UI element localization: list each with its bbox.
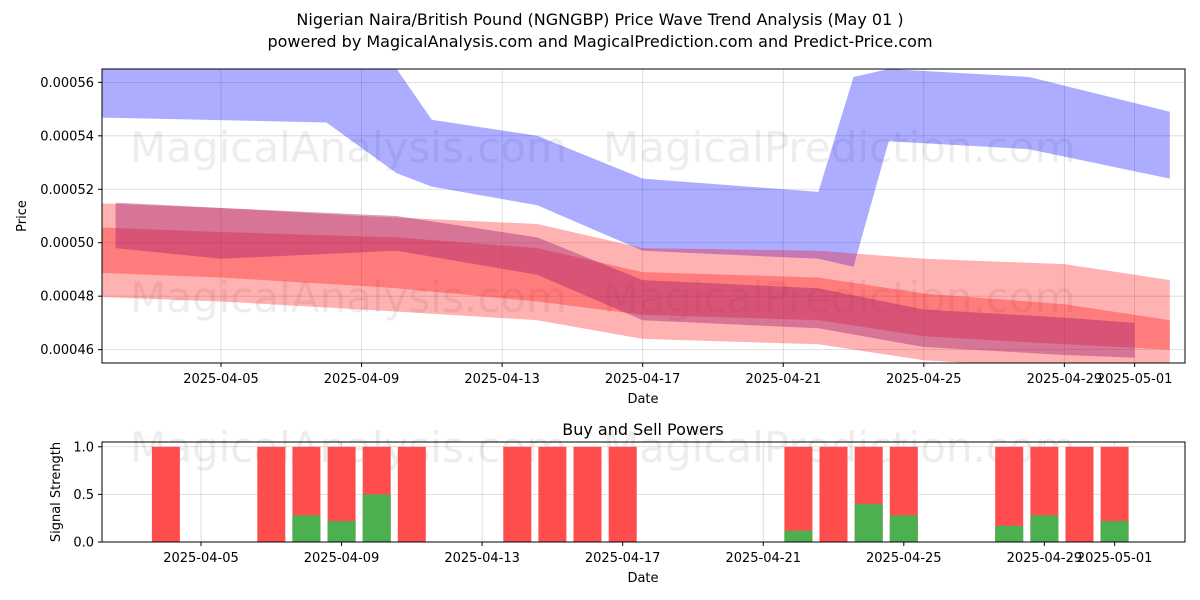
x-tick-label: 2025-05-01 <box>1097 372 1173 387</box>
buy-bar <box>1030 515 1059 542</box>
x-tick-label: 2025-04-21 <box>745 372 821 387</box>
buy-bar <box>889 515 918 542</box>
buy-bar <box>1100 521 1129 542</box>
signal-title: Buy and Sell Powers <box>562 420 724 439</box>
price-x-label: Date <box>627 392 658 407</box>
buy-bar <box>784 530 813 542</box>
price-grid <box>102 69 1185 363</box>
x-tick-label: 2025-04-05 <box>183 372 259 387</box>
sell-bar <box>257 446 286 542</box>
x-tick-label: 2025-04-29 <box>1007 551 1083 566</box>
red-price-band <box>102 227 1170 350</box>
watermark-analysis: MagicalAnalysis.com <box>130 273 567 322</box>
x-tick-label: 2025-04-13 <box>464 372 540 387</box>
y-tick-label: 0.00046 <box>40 343 94 358</box>
buy-bar <box>995 525 1024 542</box>
price-x-ticks: 2025-04-05 2025-04-09 2025-04-13 2025-04-17… <box>183 363 1172 387</box>
price-watermarks: MagicalAnalysis.com MagicalPrediction.co… <box>130 123 1076 322</box>
sell-bar <box>1065 446 1094 542</box>
x-tick-label: 2025-04-17 <box>605 372 681 387</box>
x-tick-label: 2025-04-05 <box>163 551 239 566</box>
x-tick-label: 2025-04-25 <box>866 551 942 566</box>
y-tick-label: 1.0 <box>73 440 94 455</box>
watermark-analysis: MagicalAnalysis.com <box>130 123 567 172</box>
watermark-prediction: MagicalPrediction.com <box>603 273 1076 322</box>
chart-subtitle: powered by MagicalAnalysis.com and Magic… <box>267 32 933 51</box>
blue-price-band <box>102 69 1170 267</box>
y-tick-label: 0.00052 <box>40 183 94 198</box>
x-tick-label: 2025-04-29 <box>1027 372 1103 387</box>
x-tick-label: 2025-04-21 <box>725 551 801 566</box>
x-tick-label: 2025-04-25 <box>886 372 962 387</box>
y-tick-label: 0.00054 <box>40 129 94 144</box>
y-tick-label: 0.5 <box>73 488 94 503</box>
sell-bar <box>397 446 426 542</box>
x-tick-label: 2025-04-09 <box>324 372 400 387</box>
x-tick-label: 2025-04-17 <box>585 551 661 566</box>
price-y-label: Price <box>15 200 30 232</box>
sell-bar <box>538 446 567 542</box>
sell-bar <box>151 446 180 542</box>
buy-bar <box>292 515 321 542</box>
chart-title: Nigerian Naira/British Pound (NGNGBP) Pr… <box>296 10 904 29</box>
sell-bar <box>784 446 813 542</box>
sell-bar <box>573 446 602 542</box>
sell-bar <box>503 446 532 542</box>
x-tick-label: 2025-04-09 <box>304 551 380 566</box>
signal-x-ticks: 2025-04-05 2025-04-09 2025-04-13 2025-04-17… <box>163 542 1152 566</box>
watermark-prediction: MagicalPrediction.com <box>603 123 1076 172</box>
x-tick-label: 2025-05-01 <box>1077 551 1153 566</box>
sell-bar <box>819 446 848 542</box>
y-tick-label: 0.0 <box>73 536 94 551</box>
signal-y-ticks: 0.0 0.5 1.0 <box>73 440 102 551</box>
buy-bar <box>362 494 391 542</box>
x-tick-label: 2025-04-13 <box>444 551 520 566</box>
buy-bar <box>854 503 883 542</box>
signal-bars <box>151 446 1129 542</box>
signal-x-label: Date <box>627 571 658 586</box>
price-bands <box>102 69 1170 363</box>
signal-plot-frame <box>101 441 1186 543</box>
y-tick-label: 0.00048 <box>40 290 94 305</box>
purple-price-band <box>115 202 1135 358</box>
buy-bar <box>327 521 356 542</box>
y-tick-label: 0.00050 <box>40 236 94 251</box>
sell-bar <box>608 446 637 542</box>
y-tick-label: 0.00056 <box>40 76 94 91</box>
red-price-band <box>102 203 1170 363</box>
price-plot-frame <box>101 68 1186 364</box>
price-y-ticks: 0.00046 0.00048 0.00050 0.00052 0.00054 0.000… <box>40 76 102 358</box>
signal-y-label: Signal Strength <box>49 442 64 542</box>
